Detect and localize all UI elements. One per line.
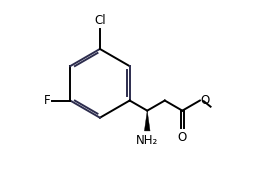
Text: NH₂: NH₂	[136, 134, 158, 147]
Text: Cl: Cl	[94, 14, 106, 27]
Text: O: O	[178, 130, 187, 144]
Polygon shape	[144, 111, 150, 131]
Text: F: F	[44, 94, 50, 107]
Text: O: O	[201, 94, 210, 107]
